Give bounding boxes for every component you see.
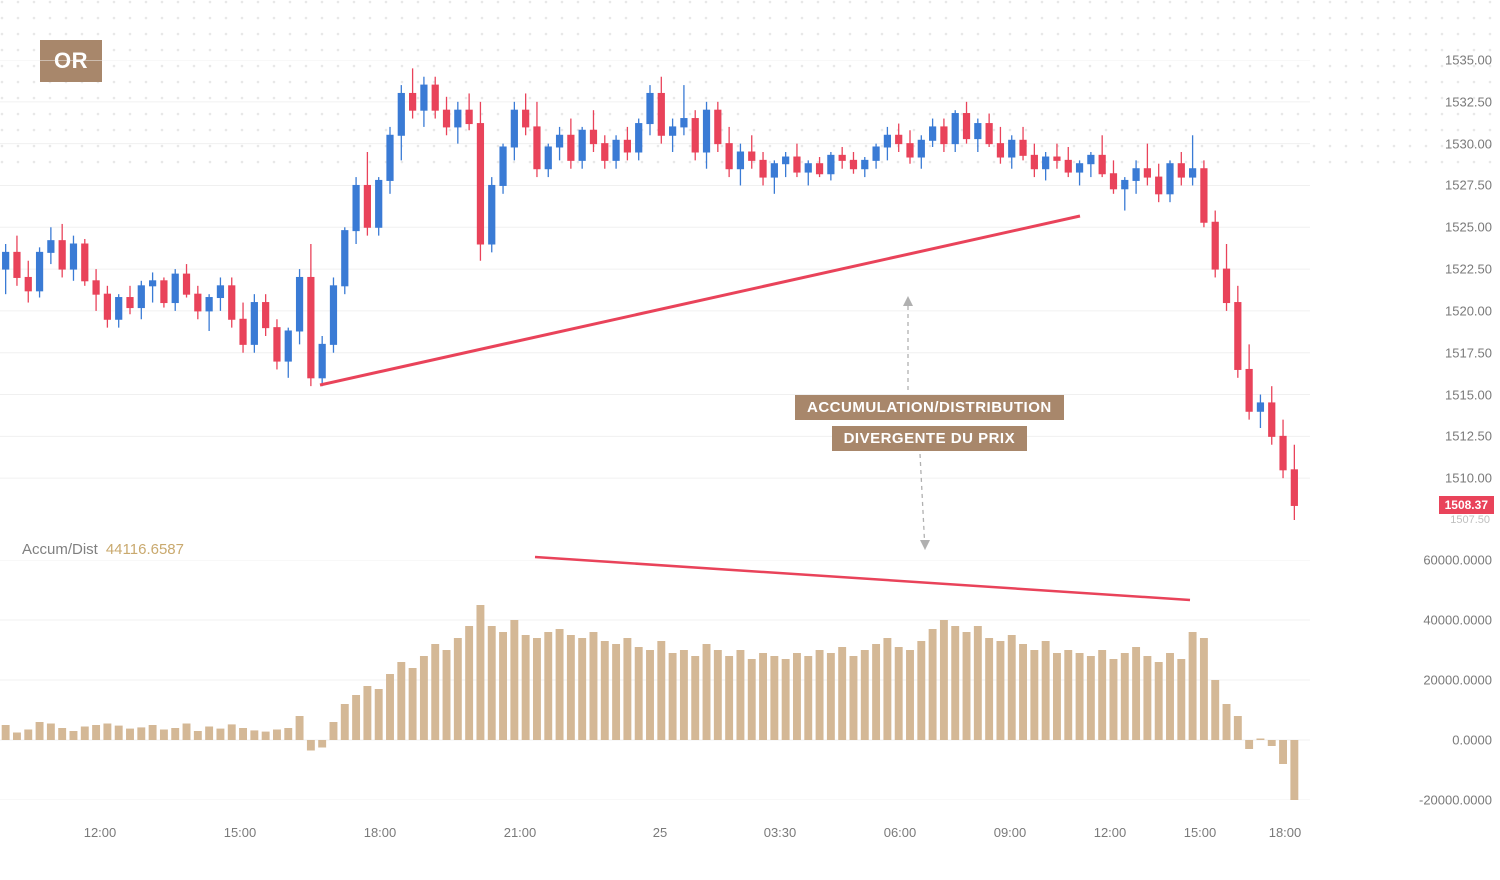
- indicator-y-tick: 60000.0000: [1423, 553, 1492, 568]
- x-tick: 15:00: [1184, 825, 1217, 840]
- x-tick: 12:00: [84, 825, 117, 840]
- price-y-tick: 1522.50: [1445, 262, 1492, 277]
- price-y-tick-faded: 1507.50: [1450, 514, 1490, 526]
- x-tick: 18:00: [1269, 825, 1302, 840]
- x-tick: 18:00: [364, 825, 397, 840]
- price-y-tick: 1517.50: [1445, 345, 1492, 360]
- x-tick: 06:00: [884, 825, 917, 840]
- indicator-chart: [0, 560, 1310, 800]
- current-price-tag: 1508.37: [1439, 496, 1494, 514]
- x-tick: 15:00: [224, 825, 257, 840]
- price-y-tick: 1530.00: [1445, 136, 1492, 151]
- price-y-tick: 1512.50: [1445, 429, 1492, 444]
- price-chart: [0, 60, 1310, 520]
- x-tick: 03:30: [764, 825, 797, 840]
- price-y-tick: 1527.50: [1445, 178, 1492, 193]
- price-y-tick: 1515.00: [1445, 387, 1492, 402]
- price-y-tick: 1525.00: [1445, 220, 1492, 235]
- indicator-y-tick: -20000.0000: [1419, 793, 1492, 808]
- price-y-tick: 1520.00: [1445, 303, 1492, 318]
- price-y-tick: 1532.50: [1445, 94, 1492, 109]
- indicator-y-tick: 0.0000: [1452, 733, 1492, 748]
- price-y-tick: 1535.00: [1445, 53, 1492, 68]
- divergence-annotation: ACCUMULATION/DISTRIBUTION DIVERGENTE DU …: [795, 395, 1064, 457]
- x-tick: 09:00: [994, 825, 1027, 840]
- price-y-tick: 1510.00: [1445, 471, 1492, 486]
- indicator-y-tick: 20000.0000: [1423, 673, 1492, 688]
- x-tick: 12:00: [1094, 825, 1127, 840]
- indicator-name-label: Accum/Dist44116.6587: [22, 541, 184, 558]
- x-tick: 25: [653, 825, 667, 840]
- x-tick: 21:00: [504, 825, 537, 840]
- indicator-y-tick: 40000.0000: [1423, 613, 1492, 628]
